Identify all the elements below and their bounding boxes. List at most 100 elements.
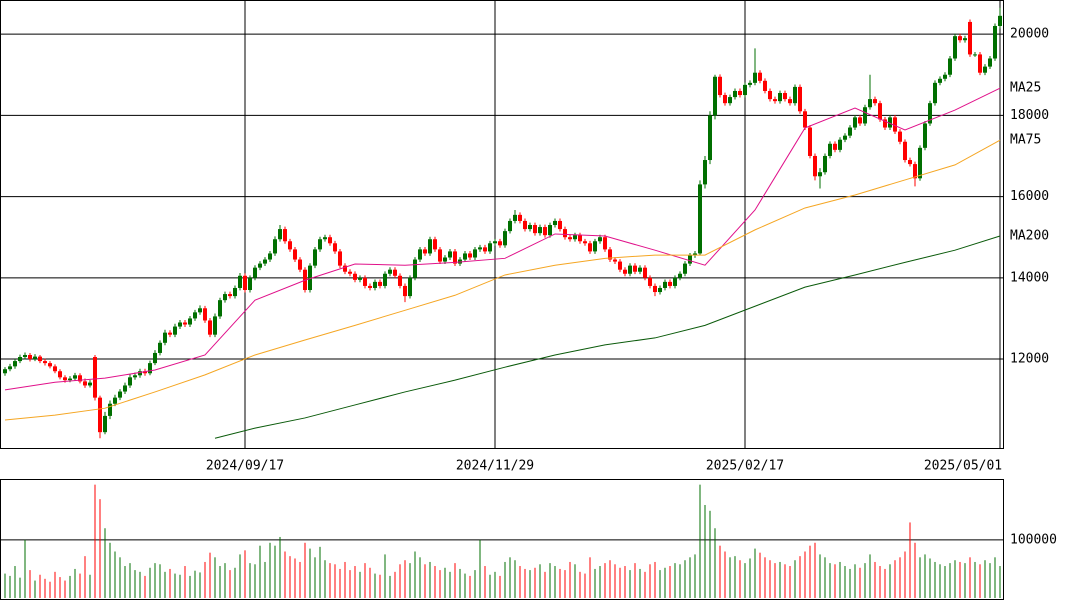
candle-body [598,237,602,242]
volume-bar [639,568,641,598]
candle-body [263,259,267,264]
legend-label: MA75 [1010,133,1041,148]
volume-bar [409,563,411,598]
volume-bar [704,504,706,598]
volume-bar [804,551,806,598]
candle-body [743,84,747,96]
candle-body [633,265,637,272]
candle-body [328,237,332,244]
volume-bar [319,546,321,598]
candle-body [748,82,752,85]
candle-body [718,76,722,96]
candle-body [953,36,957,59]
moving-average-line [214,235,1001,439]
candle-body [373,281,377,288]
volume-bar [439,570,441,598]
candle-body [878,103,882,120]
volume-bar [249,563,251,598]
volume-bar [699,484,701,598]
candle-body [488,243,492,252]
candle-body [348,271,352,274]
volume-bar [509,557,511,598]
price-panel-frame [0,0,1004,449]
candle-body [388,269,392,274]
candle-body [448,251,452,258]
candle-body [813,155,817,177]
candle-body [493,241,497,244]
candle-body [883,119,887,128]
volume-bar [224,563,226,598]
volume-bar [494,571,496,598]
candle-body [683,263,687,274]
candle-body [368,285,372,288]
candle-body [603,237,607,250]
candle-body [848,127,852,136]
volume-bar [309,548,311,598]
volume-bar [39,574,41,598]
candle-body [933,82,937,104]
volume-bar [424,564,426,598]
candle-body [233,287,237,297]
volume-bar [769,560,771,598]
x-tick-label: 2025/05/01 [924,459,1002,474]
volume-bar [599,566,601,598]
volume-bar [269,542,271,598]
candle-body [638,267,642,272]
volume-bar [554,566,556,598]
volume-bar [304,542,306,598]
volume-bar [779,561,781,598]
volume-bar [919,557,921,598]
candle-body [353,273,357,280]
candle-body [728,97,732,104]
candle-body [578,235,582,242]
candle-body [783,93,787,100]
candle-body [238,275,242,288]
y-tick-label: 18000 [1010,108,1049,123]
volume-bar [334,564,336,598]
candle-body [343,265,347,272]
candle-body [798,86,802,112]
volume-bar [824,557,826,598]
candle-body [153,352,157,364]
candle-body [243,275,247,291]
candle-body [58,371,62,378]
volume-bar [614,564,616,598]
candle-body [978,54,982,73]
candle-body [413,259,417,278]
volume-bar [514,560,516,598]
candle-body [873,99,877,104]
candle-body [853,117,857,128]
candle-body [78,375,82,382]
candle-body [733,90,737,98]
candle-body [988,58,992,67]
volume-bar [679,564,681,598]
candle-body [168,332,172,335]
volume-bar [154,563,156,598]
volume-bar [839,561,841,598]
volume-bar [314,557,316,598]
volume-bar [29,570,31,598]
volume-bar [979,564,981,598]
volume-bar [799,556,801,598]
candle-body [808,127,812,156]
volume-bar [384,554,386,598]
volume-bar [354,566,356,598]
candle-body [763,80,767,91]
volume-bar [254,564,256,598]
candle-body [8,366,12,370]
candle-body [143,371,147,374]
volume-bar [229,570,231,598]
candle-body [3,369,7,374]
volume-bar [69,575,71,598]
volume-bar [324,560,326,598]
y-tick-label: 100000 [1010,532,1057,547]
volume-bar [879,566,881,598]
moving-average-line [4,87,1001,391]
candle-body [28,354,32,360]
candle-body [63,377,67,381]
candle-body [928,103,932,124]
candle-body [288,241,292,250]
candle-body [128,377,132,386]
volume-bar [279,536,281,598]
